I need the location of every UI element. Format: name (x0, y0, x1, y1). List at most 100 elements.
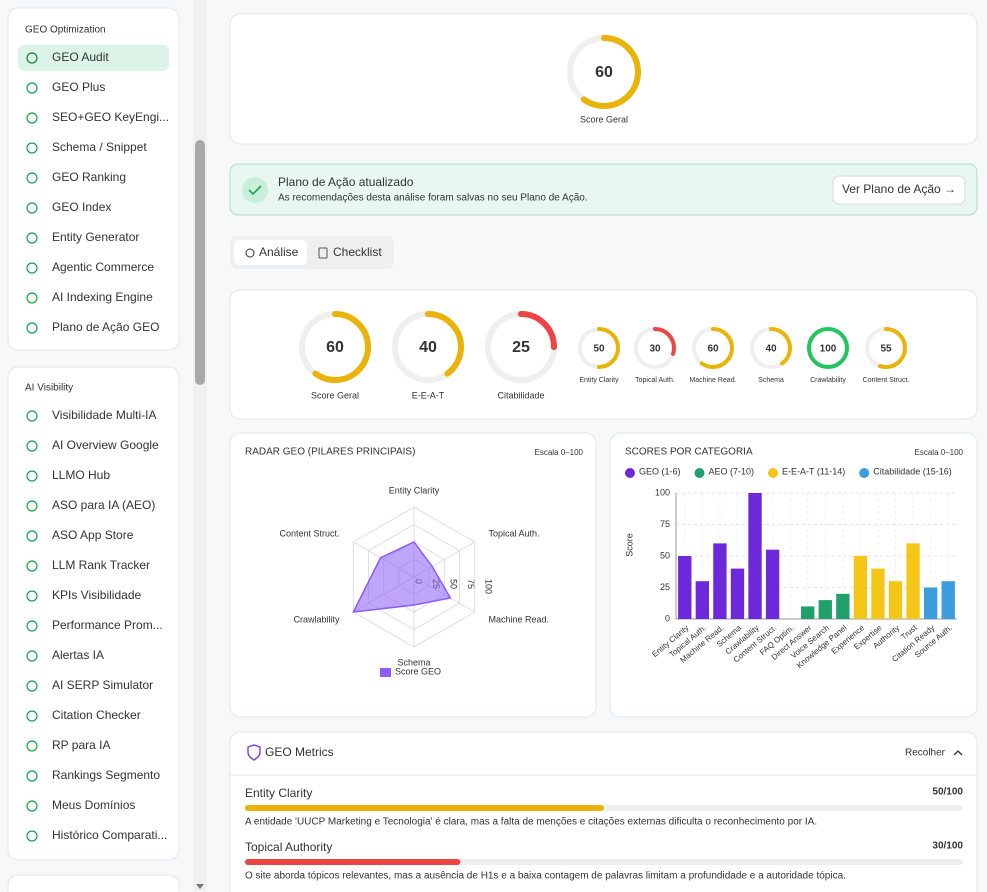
radar-category: Schema (397, 657, 430, 667)
chart-title: SCORES POR CATEGORIA (625, 447, 753, 458)
y-tick-label: 0 (665, 613, 670, 623)
metric-text: A entidade 'UUCP Marketing e Tecnologia'… (245, 817, 817, 828)
bar (941, 581, 955, 619)
bar (678, 556, 692, 619)
metric-name: Topical Authority (245, 840, 332, 854)
bar (818, 600, 832, 619)
gauge-label: Score Geral (580, 114, 628, 124)
gauge-arc (865, 327, 907, 369)
nav-item[interactable]: Performance Prom... (52, 618, 163, 632)
metric-bar (245, 805, 604, 811)
gauge-arc (807, 327, 849, 369)
nav-icon (26, 410, 38, 422)
nav-item[interactable]: Plano de Ação GEO (52, 320, 159, 334)
nav-item[interactable]: GEO Plus (52, 80, 105, 94)
nav-icon (26, 590, 38, 602)
section-title: AI Visibility (25, 383, 73, 394)
nav-icon (26, 740, 38, 752)
section-title: GEO Optimization (25, 25, 106, 36)
bar (765, 549, 780, 619)
y-axis-label: Score (624, 533, 634, 557)
metrics-toggle[interactable]: Recolher (905, 748, 946, 759)
nav-active (18, 45, 169, 71)
legend-swatch (380, 668, 391, 677)
nav-icon (26, 620, 38, 632)
chart-subtitle: Escala 0–100 (535, 448, 584, 457)
bar (871, 568, 885, 619)
radar-category: Content Struct. (279, 528, 339, 538)
scrollbar-thumb[interactable] (195, 140, 205, 385)
bar (713, 543, 727, 619)
nav-item[interactable]: Rankings Segmento (52, 768, 160, 782)
bar (730, 568, 745, 619)
metrics-card (229, 731, 978, 892)
nav-icon (26, 500, 38, 512)
metric-name: Entity Clarity (245, 786, 312, 800)
tab-active[interactable] (234, 240, 307, 265)
gauge-value: 50 (593, 344, 605, 355)
gauge-value: 60 (326, 339, 344, 356)
radar-area (352, 541, 452, 613)
chevron[interactable] (953, 750, 963, 756)
nav-icon (26, 262, 38, 274)
sidebar-card (7, 874, 180, 892)
nav-icon (26, 680, 38, 692)
radar-category: Entity Clarity (389, 485, 440, 495)
metrics-title: GEO Metrics (265, 745, 334, 759)
nav-item[interactable]: Meus Domínios (52, 798, 135, 812)
nav-item[interactable]: AI Indexing Engine (52, 290, 153, 304)
tab[interactable]: Checklist (333, 245, 382, 259)
gauge-label: Content Struct. (863, 377, 910, 384)
nav-item[interactable]: LLMO Hub (52, 468, 110, 482)
nav-item[interactable]: GEO Audit (52, 50, 109, 64)
gauge-arc (485, 311, 557, 383)
nav-icon (26, 440, 38, 452)
nav-item[interactable]: GEO Index (52, 200, 111, 214)
nav-item[interactable]: Visibilidade Multi-IA (52, 408, 157, 422)
bar (836, 593, 850, 619)
scrollbar-track (193, 0, 207, 892)
gauge-arc (392, 311, 464, 383)
tab[interactable]: Análise (259, 245, 299, 259)
metric-bar (245, 859, 461, 865)
gauge-value: 40 (765, 344, 777, 355)
legend-swatch (768, 468, 779, 478)
gauge-value: 60 (595, 64, 613, 81)
gauge-value: 100 (820, 344, 837, 355)
nav-item[interactable]: ASO para IA (AEO) (52, 498, 155, 512)
nav-item[interactable]: Schema / Snippet (52, 140, 147, 154)
nav-item[interactable]: LLM Rank Tracker (52, 558, 150, 572)
nav-item[interactable]: AI SERP Simulator (52, 678, 153, 692)
chart-title: RADAR GEO (PILARES PRINCIPAIS) (245, 447, 415, 458)
nav-icon (26, 530, 38, 542)
radar-tick-label: 50 (449, 579, 459, 589)
nav-icon (26, 322, 38, 334)
nav-item[interactable]: Histórico Comparati... (52, 828, 167, 842)
nav-item[interactable]: Agentic Commerce (52, 260, 154, 274)
nav-item[interactable]: Citation Checker (52, 708, 141, 722)
gauge-value: 40 (419, 339, 437, 356)
nav-icon (26, 830, 38, 842)
banner-text: As recomendações desta análise foram sal… (278, 193, 588, 204)
banner-button[interactable] (832, 175, 966, 205)
nav-icon (26, 650, 38, 662)
nav-item[interactable]: Entity Generator (52, 230, 139, 244)
nav-item[interactable]: GEO Ranking (52, 170, 126, 184)
y-tick-label: 100 (655, 487, 670, 497)
nav-icon (26, 142, 38, 154)
y-tick-label: 75 (660, 519, 670, 529)
nav-item[interactable]: AI Overview Google (52, 438, 159, 452)
gauge-value: 60 (707, 344, 719, 355)
nav-item[interactable]: Alertas IA (52, 648, 104, 662)
scroll-arrow[interactable] (196, 884, 204, 889)
metric-value: 50/100 (932, 787, 963, 798)
nav-icon (26, 202, 38, 214)
nav-item[interactable]: SEO+GEO KeyEngi... (52, 110, 169, 124)
banner-button-label[interactable]: Ver Plano de Ação → (842, 182, 956, 196)
nav-icon (26, 82, 38, 94)
nav-item[interactable]: KPIs Visibilidade (52, 588, 141, 602)
nav-item[interactable]: RP para IA (52, 738, 110, 752)
gauge-arc (634, 327, 676, 369)
gauge-label: E-E-A-T (412, 390, 445, 400)
nav-item[interactable]: ASO App Store (52, 528, 134, 542)
